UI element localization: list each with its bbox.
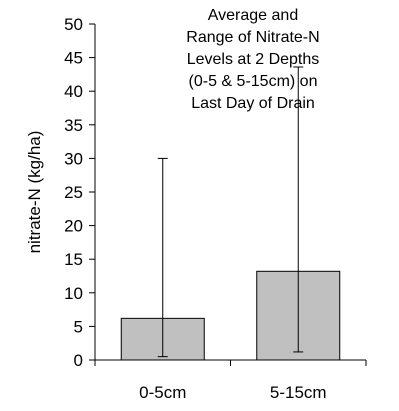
y-tick-label: 0 xyxy=(74,351,83,370)
y-tick-label: 5 xyxy=(74,317,83,336)
x-tick-label: 5-15cm xyxy=(270,383,327,402)
y-tick-label: 25 xyxy=(64,183,83,202)
chart-title-line: Levels at 2 Depths xyxy=(187,51,320,68)
y-tick-label: 10 xyxy=(64,284,83,303)
bars-group xyxy=(120,270,341,361)
y-tick-label: 30 xyxy=(64,149,83,168)
labels-group: 0-5cm 5-15cm 0 5 10 15 20 25 30 35 40 45 50 nitrate-N… xyxy=(25,7,327,402)
y-tick-label: 50 xyxy=(64,15,83,34)
error-bars-group xyxy=(157,66,304,358)
x-tick-label: 0-5cm xyxy=(139,383,186,402)
y-tick-label: 40 xyxy=(64,82,83,101)
y-axis-title: nitrate-N (kg/ha) xyxy=(25,131,44,254)
y-tick-label: 45 xyxy=(64,49,83,68)
chart-title-line: Last Day of Drain xyxy=(191,95,315,112)
chart-title-line: Average and xyxy=(208,7,298,24)
y-tick-label: 20 xyxy=(64,217,83,236)
chart-title-line: (0-5 & 5-15cm) on xyxy=(189,73,318,90)
y-tick-label: 35 xyxy=(64,116,83,135)
chart-title-line: Range of Nitrate-N xyxy=(186,29,319,46)
y-tick-label: 15 xyxy=(64,250,83,269)
axes-group xyxy=(89,23,367,366)
